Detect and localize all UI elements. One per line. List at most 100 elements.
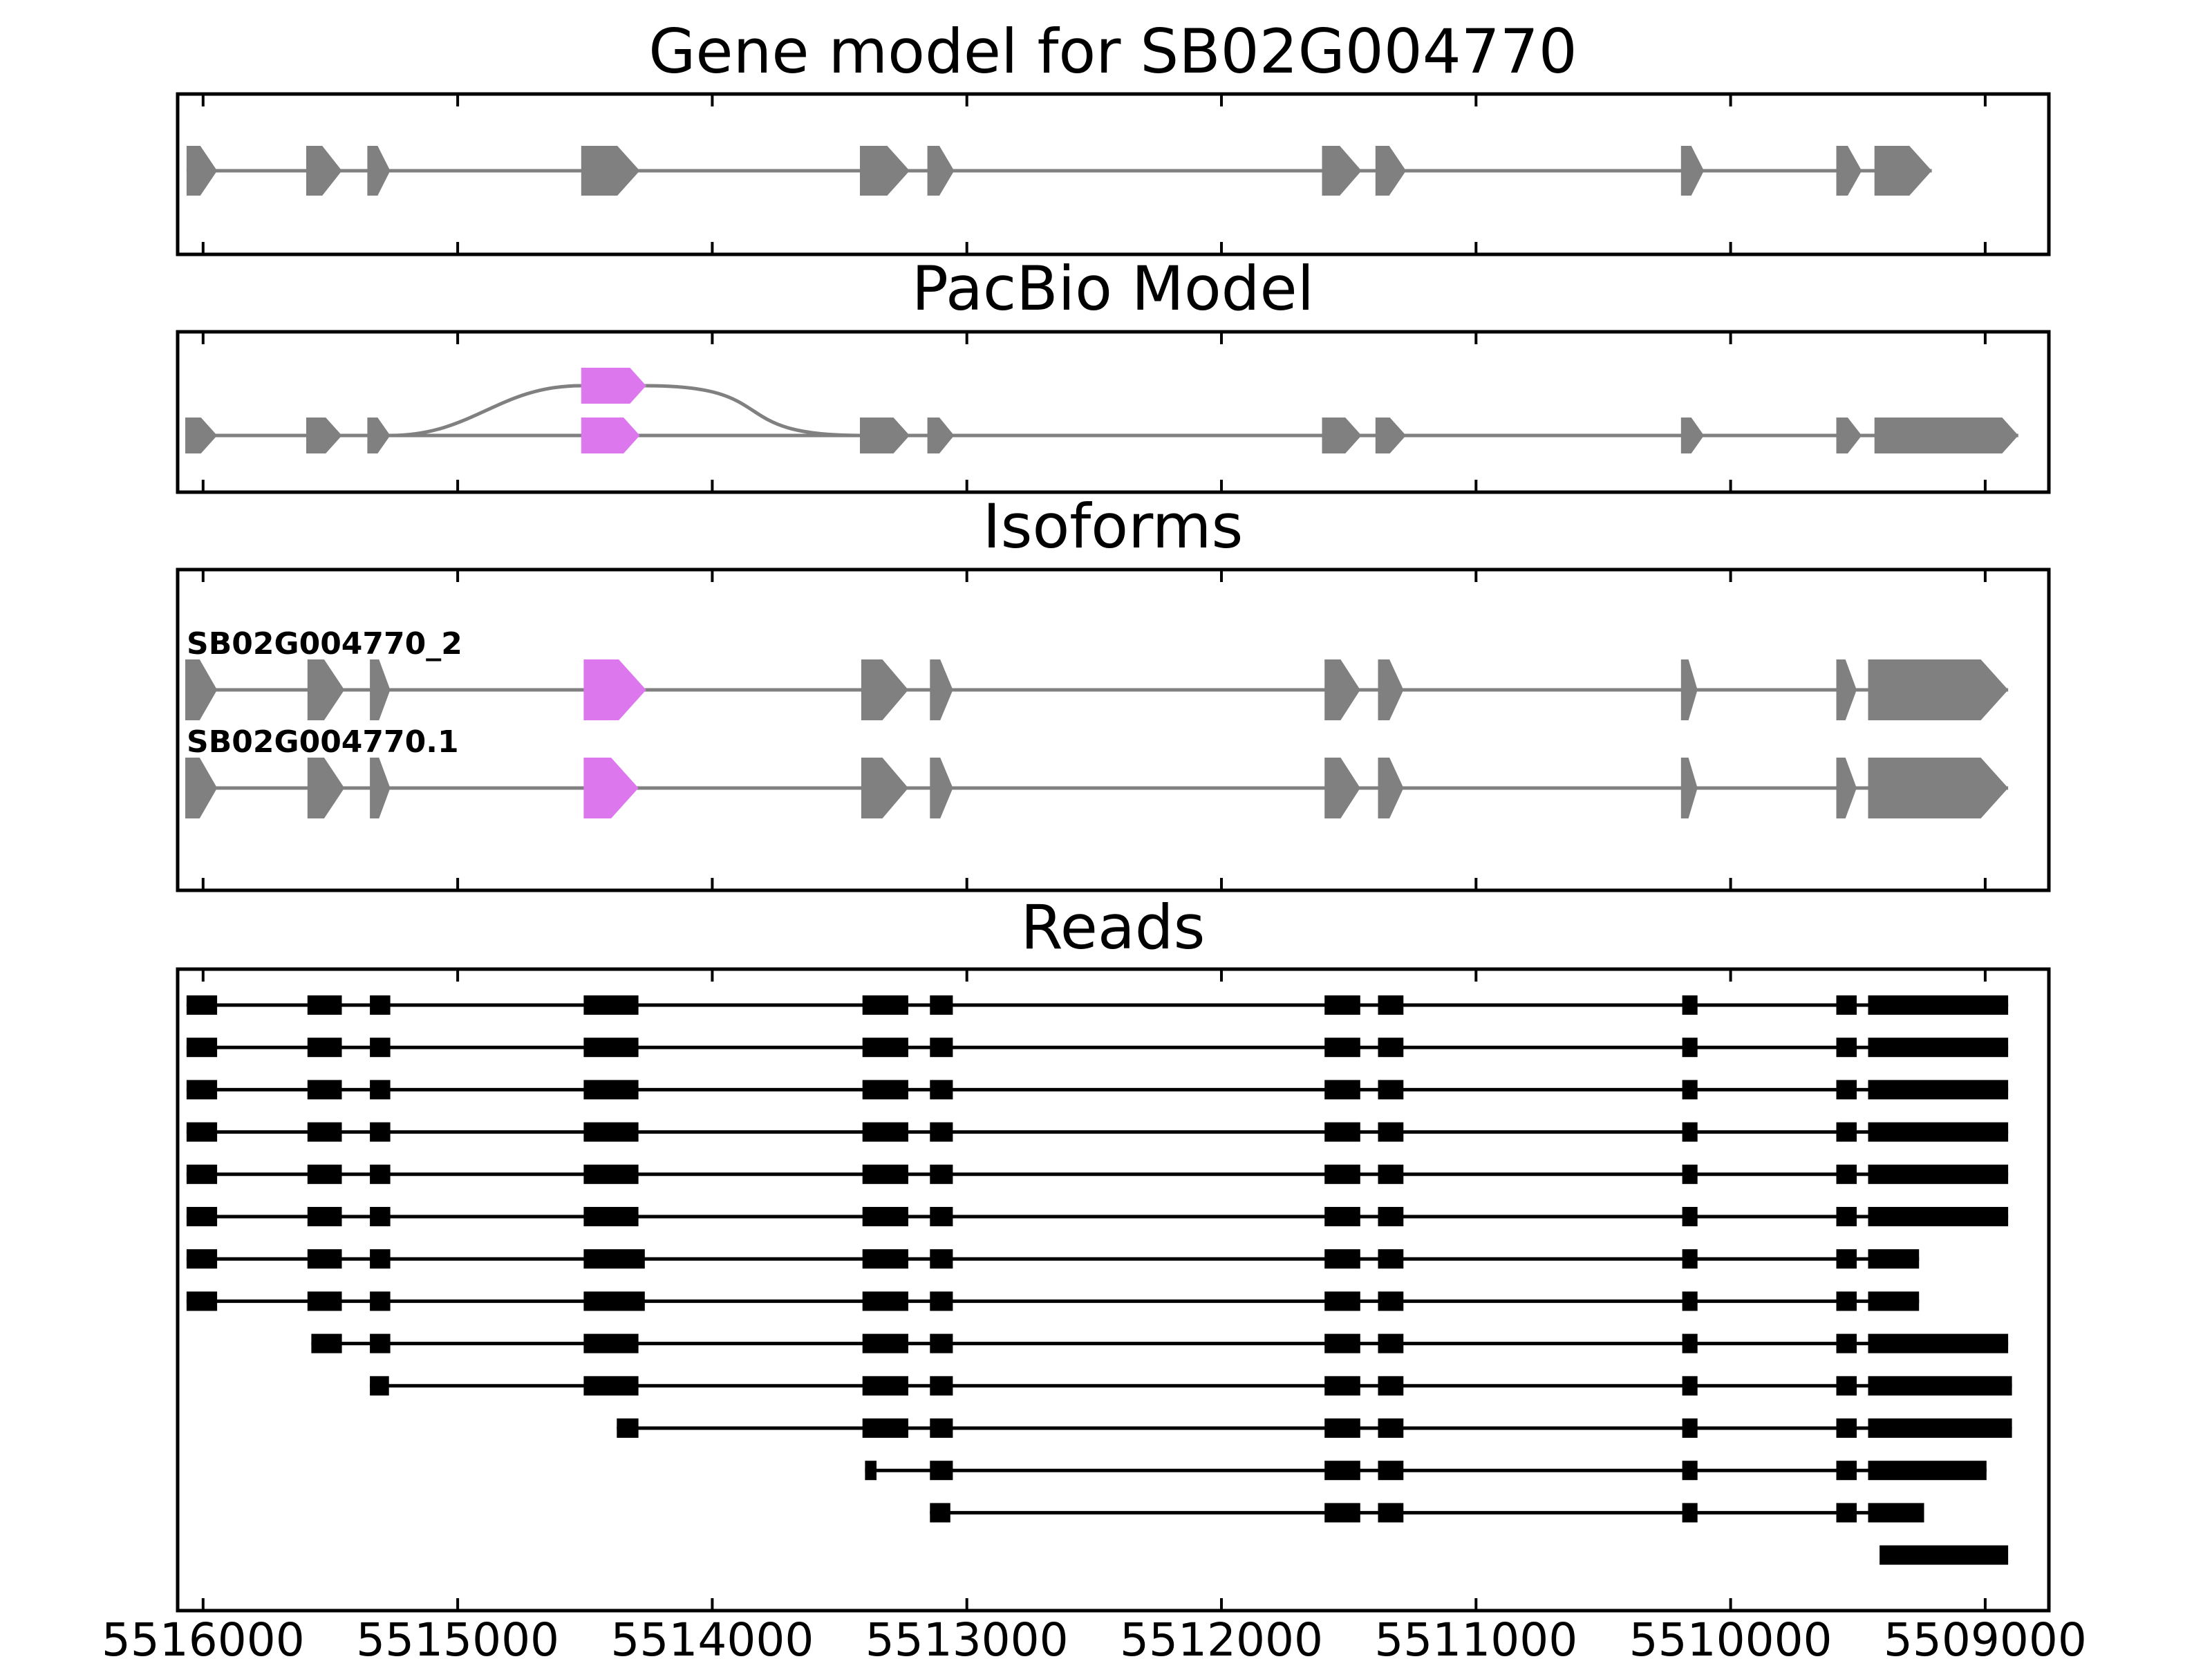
read-block <box>862 1333 908 1353</box>
read-block <box>1868 1418 2012 1438</box>
read-block <box>1836 1038 1857 1058</box>
gene-model-title: Gene model for SB02G004770 <box>648 16 1577 87</box>
read-block <box>583 1207 639 1226</box>
isoforms-ticks <box>201 570 1987 890</box>
pacbio-model-ticks <box>201 332 1987 492</box>
read-block <box>1836 995 1857 1015</box>
isoforms-exon <box>1836 758 1857 818</box>
isoforms-exon <box>861 758 908 818</box>
x-tick-label: 5510000 <box>1629 1613 1833 1659</box>
isoforms-alt-exon <box>583 659 646 720</box>
read-block <box>186 1038 218 1058</box>
read-block <box>1836 1291 1857 1311</box>
isoforms-exon <box>370 659 391 720</box>
pacbio-model-exon <box>1836 418 1862 453</box>
read-block <box>1868 1461 1987 1481</box>
read-row <box>186 995 2009 1015</box>
read-block <box>1324 1122 1360 1142</box>
read-block <box>307 1291 342 1311</box>
isoforms-exon <box>1680 659 1698 720</box>
read-block <box>1836 1418 1857 1438</box>
read-block <box>186 1080 218 1100</box>
gene-model-exon <box>1375 146 1406 196</box>
read-row <box>186 1291 1920 1311</box>
read-block <box>930 995 953 1015</box>
read-block <box>307 1080 342 1100</box>
read-block <box>307 995 342 1015</box>
isoforms-exon <box>1378 659 1404 720</box>
isoforms-exon <box>861 659 908 720</box>
read-block <box>930 1164 953 1184</box>
read-block <box>1682 1333 1698 1353</box>
read-block <box>1682 1207 1698 1226</box>
read-block <box>930 1333 953 1353</box>
read-block <box>1868 995 2009 1015</box>
read-block <box>862 995 908 1015</box>
read-row <box>186 1122 2009 1142</box>
read-block <box>583 1333 639 1353</box>
read-block <box>862 1207 908 1226</box>
isoforms-exon <box>930 758 953 818</box>
read-block <box>1378 1291 1404 1311</box>
read-block <box>1324 1038 1360 1058</box>
pacbio-model-frame <box>176 330 2051 494</box>
read-block <box>1682 1418 1698 1438</box>
read-block <box>1868 1207 2009 1226</box>
read-block <box>1682 1164 1698 1184</box>
isoforms-exon <box>185 758 218 818</box>
read-block <box>1324 1418 1360 1438</box>
read-block <box>1868 1291 1920 1311</box>
read-row <box>865 1461 1987 1481</box>
read-block <box>1378 1418 1404 1438</box>
isoforms-exon <box>1836 659 1857 720</box>
read-block <box>1324 1333 1360 1353</box>
isoforms-frame <box>176 568 2051 892</box>
read-block <box>370 1080 391 1100</box>
read-block <box>1868 1503 1924 1523</box>
read-block <box>307 1038 342 1058</box>
read-block <box>1682 995 1698 1015</box>
read-block <box>1324 1376 1360 1396</box>
isoform-label: SB02G004770.1 <box>187 724 459 760</box>
x-tick-label: 5509000 <box>1884 1613 2087 1659</box>
read-block <box>186 1164 218 1184</box>
read-block <box>930 1461 953 1481</box>
gene-model-exon <box>581 146 640 196</box>
isoforms-exon <box>370 758 391 818</box>
read-block <box>1682 1080 1698 1100</box>
gene-model-marks <box>186 146 1932 196</box>
x-tick-label: 5511000 <box>1374 1613 1577 1659</box>
read-row <box>186 1207 2009 1226</box>
pacbio-alt-exon-upper <box>581 368 646 404</box>
isoforms-exon <box>307 659 345 720</box>
read-block <box>930 1080 953 1100</box>
read-block <box>1836 1503 1857 1523</box>
read-block <box>617 1418 639 1438</box>
gene-model-exon <box>186 146 218 196</box>
read-block <box>1324 1207 1360 1226</box>
read-block <box>583 995 639 1015</box>
read-row <box>186 1249 1920 1269</box>
read-block <box>1880 1545 2009 1565</box>
read-block <box>1868 1249 1920 1269</box>
read-block <box>1324 1503 1360 1523</box>
read-block <box>1836 1376 1857 1396</box>
read-block <box>583 1122 639 1142</box>
read-block <box>1868 1122 2009 1142</box>
reads-ticks <box>201 969 1987 1611</box>
reads-title: Reads <box>1021 892 1206 963</box>
isoforms-exon <box>1868 659 2009 720</box>
read-block <box>1836 1122 1857 1142</box>
x-tick-label: 5515000 <box>356 1613 559 1659</box>
read-block <box>862 1080 908 1100</box>
read-block <box>1324 1291 1360 1311</box>
pacbio-model-exon <box>306 418 342 453</box>
read-block <box>1868 1333 2009 1353</box>
read-block <box>370 1207 391 1226</box>
read-block <box>1836 1249 1857 1269</box>
pacbio-model-exon <box>860 418 910 453</box>
read-block <box>930 1376 953 1396</box>
read-block <box>186 1207 218 1226</box>
read-row <box>1880 1545 2009 1565</box>
